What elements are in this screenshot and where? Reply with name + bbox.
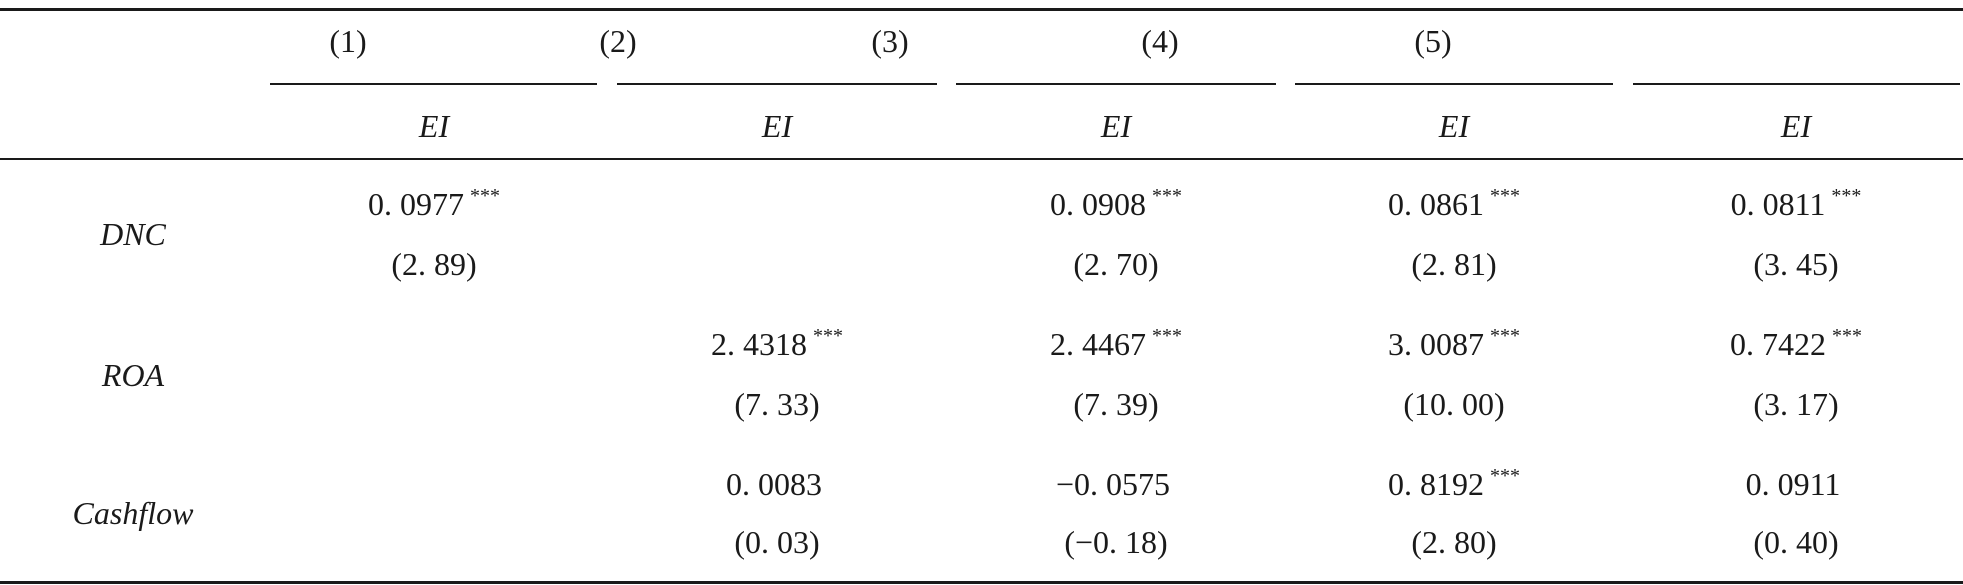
row-label-dnc: DNC bbox=[100, 216, 166, 252]
tstat-cashflow-4: (2. 80) bbox=[1411, 524, 1497, 560]
column-number-4: (4) bbox=[1141, 23, 1179, 59]
tstat-cashflow-2: (0. 03) bbox=[734, 524, 820, 560]
dependent-var-4: EI bbox=[1438, 108, 1470, 144]
tstat-cashflow-3: (−0. 18) bbox=[1064, 524, 1168, 560]
coef-dnc-1: 0. 0977 *** bbox=[368, 185, 500, 222]
tstat-roa-2: (7. 33) bbox=[734, 386, 820, 422]
significance-stars: *** bbox=[1831, 185, 1862, 207]
coef-cashflow-3: −0. 0575 bbox=[1055, 466, 1171, 502]
coef-cashflow-4: 0. 8192 *** bbox=[1388, 465, 1520, 502]
coef-dnc-3: 0. 0908 *** bbox=[1050, 185, 1182, 222]
significance-stars: *** bbox=[813, 325, 843, 347]
dependent-var-3: EI bbox=[1100, 108, 1132, 144]
significance-stars: *** bbox=[1490, 465, 1520, 487]
significance-stars: *** bbox=[1490, 185, 1520, 207]
column-underline-2 bbox=[617, 83, 937, 85]
column-underline-5 bbox=[1633, 83, 1960, 85]
significance-stars: *** bbox=[1152, 325, 1182, 347]
tstat-roa-4: (10. 00) bbox=[1403, 386, 1505, 422]
coef-roa-2: 2. 4318 *** bbox=[711, 325, 843, 362]
table-bottom-rule bbox=[0, 581, 1963, 584]
dependent-var-5: EI bbox=[1780, 108, 1812, 144]
column-underline-4 bbox=[1295, 83, 1613, 85]
column-number-5: (5) bbox=[1414, 23, 1452, 59]
row-label-cashflow: Cashflow bbox=[72, 495, 194, 531]
tstat-dnc-4: (2. 81) bbox=[1411, 246, 1497, 282]
coef-dnc-4: 0. 0861 *** bbox=[1388, 185, 1520, 222]
significance-stars: *** bbox=[470, 185, 500, 207]
coef-roa-4: 3. 0087 *** bbox=[1388, 325, 1520, 362]
dependent-var-2: EI bbox=[761, 108, 793, 144]
tstat-roa-3: (7. 39) bbox=[1073, 386, 1159, 422]
tstat-roa-5: (3. 17) bbox=[1753, 386, 1839, 422]
coef-dnc-5: 0. 0811 *** bbox=[1730, 185, 1862, 222]
row-label-roa: ROA bbox=[101, 357, 165, 393]
header-rule bbox=[0, 158, 1963, 160]
significance-stars: *** bbox=[1832, 325, 1862, 347]
tstat-dnc-3: (2. 70) bbox=[1073, 246, 1159, 282]
column-number-2: (2) bbox=[599, 23, 637, 59]
column-number-3: (3) bbox=[871, 23, 909, 59]
coef-cashflow-5: 0. 0911 bbox=[1745, 466, 1841, 502]
coef-cashflow-2: 0. 0083 bbox=[726, 466, 822, 502]
column-underline-3 bbox=[956, 83, 1276, 85]
tstat-dnc-5: (3. 45) bbox=[1753, 246, 1839, 282]
coef-roa-3: 2. 4467 *** bbox=[1050, 325, 1182, 362]
column-underline-1 bbox=[270, 83, 597, 85]
dependent-var-1: EI bbox=[418, 108, 450, 144]
tstat-cashflow-5: (0. 40) bbox=[1753, 524, 1839, 560]
significance-stars: *** bbox=[1152, 185, 1182, 207]
column-number-1: (1) bbox=[329, 23, 367, 59]
tstat-dnc-1: (2. 89) bbox=[391, 246, 477, 282]
coef-roa-5: 0. 7422 *** bbox=[1730, 325, 1862, 362]
significance-stars: *** bbox=[1490, 325, 1520, 347]
table-top-rule bbox=[0, 8, 1963, 11]
